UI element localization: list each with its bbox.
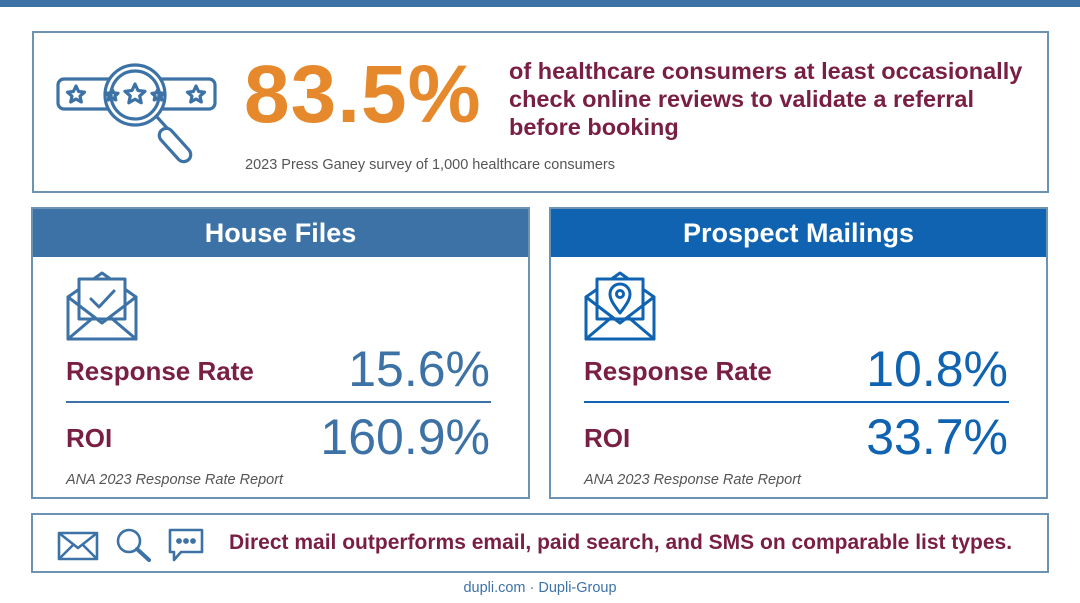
card-title: House Files: [33, 209, 528, 257]
roi-value: 160.9%: [320, 409, 490, 465]
card-source: ANA 2023 Response Rate Report: [584, 472, 802, 488]
response-rate-value: 10.8%: [866, 341, 1008, 397]
headline-stat-panel: 83.5% of healthcare consumers at least o…: [32, 31, 1049, 193]
channel-comparison-panel: Direct mail outperforms email, paid sear…: [31, 513, 1049, 573]
review-magnifier-icon: [56, 63, 217, 164]
card-title: Prospect Mailings: [551, 209, 1046, 257]
top-accent-bar: [0, 0, 1080, 7]
metric-divider: [66, 401, 491, 403]
search-icon: [116, 528, 151, 562]
house-files-card: House Files Response Rate 15.6% ROI 160.…: [31, 207, 530, 499]
headline-percentage: 83.5%: [244, 49, 482, 140]
metric-divider: [584, 401, 1009, 403]
headline-description: of healthcare consumers at least occasio…: [509, 58, 1023, 140]
response-rate-label: Response Rate: [66, 356, 254, 386]
chat-icon: [168, 528, 204, 562]
envelope-location-icon: [584, 271, 656, 341]
roi-value: 33.7%: [866, 409, 1008, 465]
prospect-mailings-card: Prospect Mailings Response Rate 10.8% RO…: [549, 207, 1048, 499]
headline-source: 2023 Press Ganey survey of 1,000 healthc…: [245, 157, 615, 173]
roi-label: ROI: [584, 423, 631, 453]
footer-credit: dupli.com · Dupli-Group: [463, 580, 617, 596]
comparison-statement: Direct mail outperforms email, paid sear…: [229, 531, 1013, 554]
card-source: ANA 2023 Response Rate Report: [66, 472, 284, 488]
envelope-check-icon: [66, 271, 138, 341]
response-rate-value: 15.6%: [348, 341, 490, 397]
roi-label: ROI: [66, 423, 113, 453]
response-rate-label: Response Rate: [584, 356, 772, 386]
mail-icon: [57, 531, 99, 561]
